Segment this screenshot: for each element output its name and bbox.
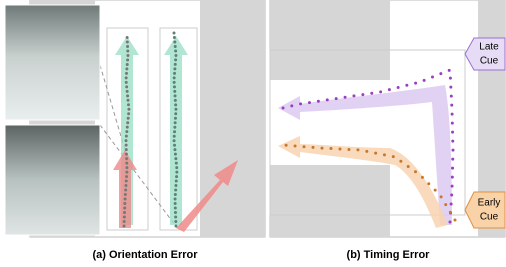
corridor-photo xyxy=(5,125,100,235)
caption: (b) Timing Error xyxy=(347,249,431,261)
wall xyxy=(270,0,390,80)
corridor-photo xyxy=(5,5,100,120)
cue-label: Cue xyxy=(480,212,499,223)
cue-label: Late xyxy=(479,42,499,53)
panel-a: (a) Orientation Error xyxy=(5,0,265,261)
panel-b: Late Cue Early Cue (b) Timing Error xyxy=(270,0,505,261)
wall xyxy=(200,0,265,237)
figure: (a) Orientation Error Late Cue Early Cue… xyxy=(0,0,506,267)
wall xyxy=(270,165,390,237)
cue-label: Cue xyxy=(480,56,499,67)
caption: (a) Orientation Error xyxy=(92,249,198,261)
cue-label: Early xyxy=(478,198,501,209)
